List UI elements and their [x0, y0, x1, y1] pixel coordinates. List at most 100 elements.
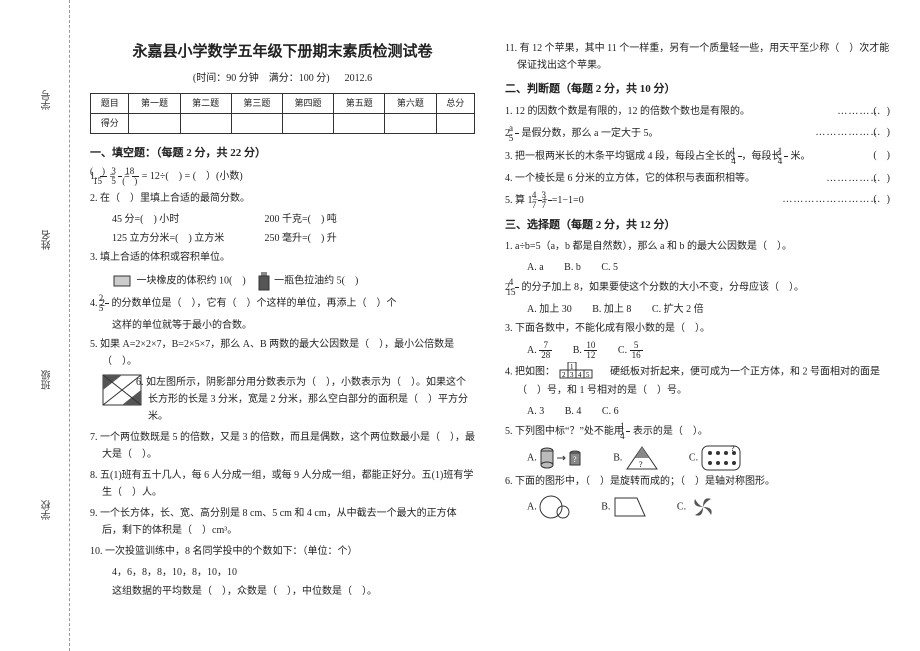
col-h-1: 第一题 — [129, 93, 180, 113]
mc5-oc: C. ? — [689, 445, 741, 471]
q1-tail: = 12÷( ) = ( ）(小数) — [142, 171, 243, 182]
exam-subtitle: (时间：90 分钟 满分：100 分) 2012.6 — [90, 70, 475, 87]
q6: 6. 如左图所示，阴影部分用分数表示为（ ），小数表示为（ ）。如果这个长方形的… — [90, 374, 475, 425]
mc4-ob: B. 4 — [565, 403, 582, 420]
tf2b: 是假分数，那么 a 一定大于 5。 — [519, 127, 658, 138]
mc5b: 表示的是（ ）。 — [630, 426, 708, 437]
mc1-c: C. 5 — [601, 259, 618, 276]
mc1-b: B. b — [564, 259, 581, 276]
tf3c: 米。 — [788, 150, 811, 161]
row-score-label: 得分 — [91, 113, 129, 133]
col-h-0: 题目 — [91, 93, 129, 113]
mc6-ob: B. — [601, 496, 647, 518]
score-cell-5 — [334, 113, 385, 133]
mc2: 2. 415 的分子加上 8，如果要使这个分数的大小不变，分母应该（ ）。 — [505, 278, 890, 297]
mc2b: 的分子加上 8，如果要使这个分数的大小不变，分母应该（ ）。 — [519, 282, 804, 293]
mc4: 4. 把如图： 1 2 3 4 5 硬纸板对折起来，便可成为一个正方体，和 2 … — [505, 362, 890, 399]
tf3a: 3. 把一根两米长的木条平均锯成 4 段，每段占全长的 — [505, 150, 738, 161]
col-h-7: 总分 — [436, 93, 474, 113]
mc6: 6. 下面的图形中，（ ）是旋转而成的；（ ）是轴对称图形。 — [505, 473, 890, 490]
score-cell-6 — [385, 113, 436, 133]
mc5-opts: A. ? B. ? C. — [505, 445, 890, 471]
section-1-heading: 一、填空题：（每题 2 分，共 22 分） — [90, 144, 475, 163]
col-h-4: 第四题 — [282, 93, 333, 113]
svg-text:2: 2 — [562, 371, 566, 379]
col-h-2: 第二题 — [180, 93, 231, 113]
mc1: 1. a÷b=5（a，b 都是自然数），那么 a 和 b 的最大公因数是（ ）。 — [505, 238, 890, 255]
tf4-paren: ( ) — [885, 170, 890, 187]
tf5-text: 5. 算 1−47+37=1−1=0 — [517, 191, 794, 210]
binding-label-num: 学号 — [40, 90, 55, 110]
q7: 7. 一个两位数既是 5 的倍数，又是 3 的倍数，而且是偶数，这个两位数最小是… — [90, 429, 475, 463]
tf1-text: 1. 12 的因数个数是有限的，12 的倍数个数也是有限的。 — [517, 103, 849, 120]
q3b: 一瓶色拉油约 5( ) — [274, 275, 358, 286]
q10-ask: 这组数据的平均数是（ ），众数是（ ），中位数是（ ）。 — [90, 583, 475, 600]
q3-row: 一块橡皮的体积约 10( ) 一瓶色拉油约 5( ) — [90, 270, 475, 292]
eraser-icon — [112, 273, 134, 289]
mc5-ob: B. ? — [613, 445, 659, 471]
mc4a: 4. 把如图： — [505, 367, 555, 378]
mc4-opts: A. 3 B. 4 C. 6 — [505, 403, 890, 420]
exam-date: 2012.6 — [345, 73, 373, 84]
q10-data: 4，6，8，8，10，8，10，10 — [90, 564, 475, 581]
tf4-text: 4. 一个棱长是 6 分米的立方体，它的体积与表面积相等。 — [517, 170, 838, 187]
mc6-oc: C. — [677, 494, 717, 520]
q2-l2a: 125 立方分米=( ) 立方米 — [112, 230, 262, 247]
svg-text:5: 5 — [586, 371, 590, 379]
section-2-heading: 二、判断题（每题 2 分，共 10 分） — [505, 80, 890, 99]
mc1-a: A. a — [527, 259, 544, 276]
right-column: 11. 有 12 个苹果，其中 11 个一样重，另有一个质量轻一些，用天平至少称… — [505, 40, 890, 631]
mc3-a-l: A. — [527, 345, 539, 356]
binding-label-school: 学校 — [40, 500, 55, 520]
tf3-paren: ( ) — [885, 147, 890, 166]
tf5-paren: ( ) — [885, 191, 890, 210]
frac-18-blank: 18( ) — [132, 167, 139, 186]
tf2-text: 2. a5 是假分数，那么 a 一定大于 5。 — [517, 124, 827, 143]
frac-2-5: 25 — [105, 294, 109, 313]
frac-5-16: 516 — [630, 341, 643, 360]
q5: 5. 如果 A=2×2×7，B=2×5×7，那么 A、B 两数的最大公因数是（ … — [90, 336, 475, 370]
mc6-oc-l: C. — [677, 502, 686, 513]
mc4-oa: A. 3 — [527, 403, 544, 420]
q2-row1: 45 分=( ) 小时 200 千克=( ) 吨 — [90, 211, 475, 228]
svg-text:?: ? — [639, 460, 643, 469]
tf5-dots: ……………………… — [794, 191, 881, 210]
exam-title: 永嘉县小学数学五年级下册期末素质检测试卷 — [90, 40, 475, 66]
mc6-opts: A. B. C. — [505, 494, 890, 520]
mc2-ob: B. 加上 8 — [592, 301, 631, 318]
q2-l1b: 200 千克=( ) 吨 — [265, 214, 337, 225]
dots-grid-icon: ? — [701, 445, 741, 471]
q10: 10. 一次投篮训练中，8 名同学投中的个数如下：（单位：个） — [90, 543, 475, 560]
tf5c: =1−1=0 — [552, 194, 584, 205]
cylinders-icon: ? — [539, 445, 583, 471]
mc4-oc: C. 6 — [602, 403, 619, 420]
mc2-oa: A. 加上 30 — [527, 301, 572, 318]
binding-margin: 学号 姓名 班级 学校 — [0, 0, 70, 651]
frac-3-5: 35 — [118, 167, 122, 186]
svg-text:?: ? — [731, 445, 735, 453]
page-area: 永嘉县小学数学五年级下册期末素质检测试卷 (时间：90 分钟 满分：100 分)… — [70, 0, 920, 651]
mc5-oa-l: A. — [527, 453, 537, 464]
col-h-5: 第五题 — [334, 93, 385, 113]
q4b: 的分数单位是（ ），它有（ ）个这样的单位，再添上（ ）个 — [112, 298, 397, 309]
frac-blank-15: ( )15 — [100, 167, 107, 186]
tf1-paren: ( ) — [885, 103, 890, 120]
mc3-opts: A. 728 B. 1012 C. 516 — [505, 341, 890, 360]
mc5-oc-l: C. — [689, 453, 698, 464]
cube-net-icon: 1 2 3 4 5 — [558, 362, 608, 382]
score-cell-1 — [129, 113, 180, 133]
bottle-icon — [256, 270, 272, 292]
mc2-oc: C. 扩大 2 倍 — [652, 301, 704, 318]
q3: 3. 填上合适的体积或容积单位。 — [90, 249, 475, 266]
svg-text:3: 3 — [570, 371, 574, 379]
score-cell-3 — [231, 113, 282, 133]
time-marks: (时间：90 分钟 满分：100 分) — [193, 73, 330, 84]
score-cell-4 — [282, 113, 333, 133]
mc3-a: A. 728 — [527, 341, 552, 360]
mc5-oa: A. ? — [527, 445, 583, 471]
tf3: 3. 把一根两米长的木条平均锯成 4 段，每段占全长的 14，每段长 14 米。… — [505, 147, 890, 166]
binding-label-class: 班级 — [40, 370, 55, 390]
q4c: 这样的单位就等于最小的合数。 — [90, 317, 475, 334]
pinwheel-icon — [689, 494, 717, 520]
tf1: 1. 12 的因数个数是有限的，12 的倍数个数也是有限的。 ………… ( ) — [505, 103, 890, 120]
